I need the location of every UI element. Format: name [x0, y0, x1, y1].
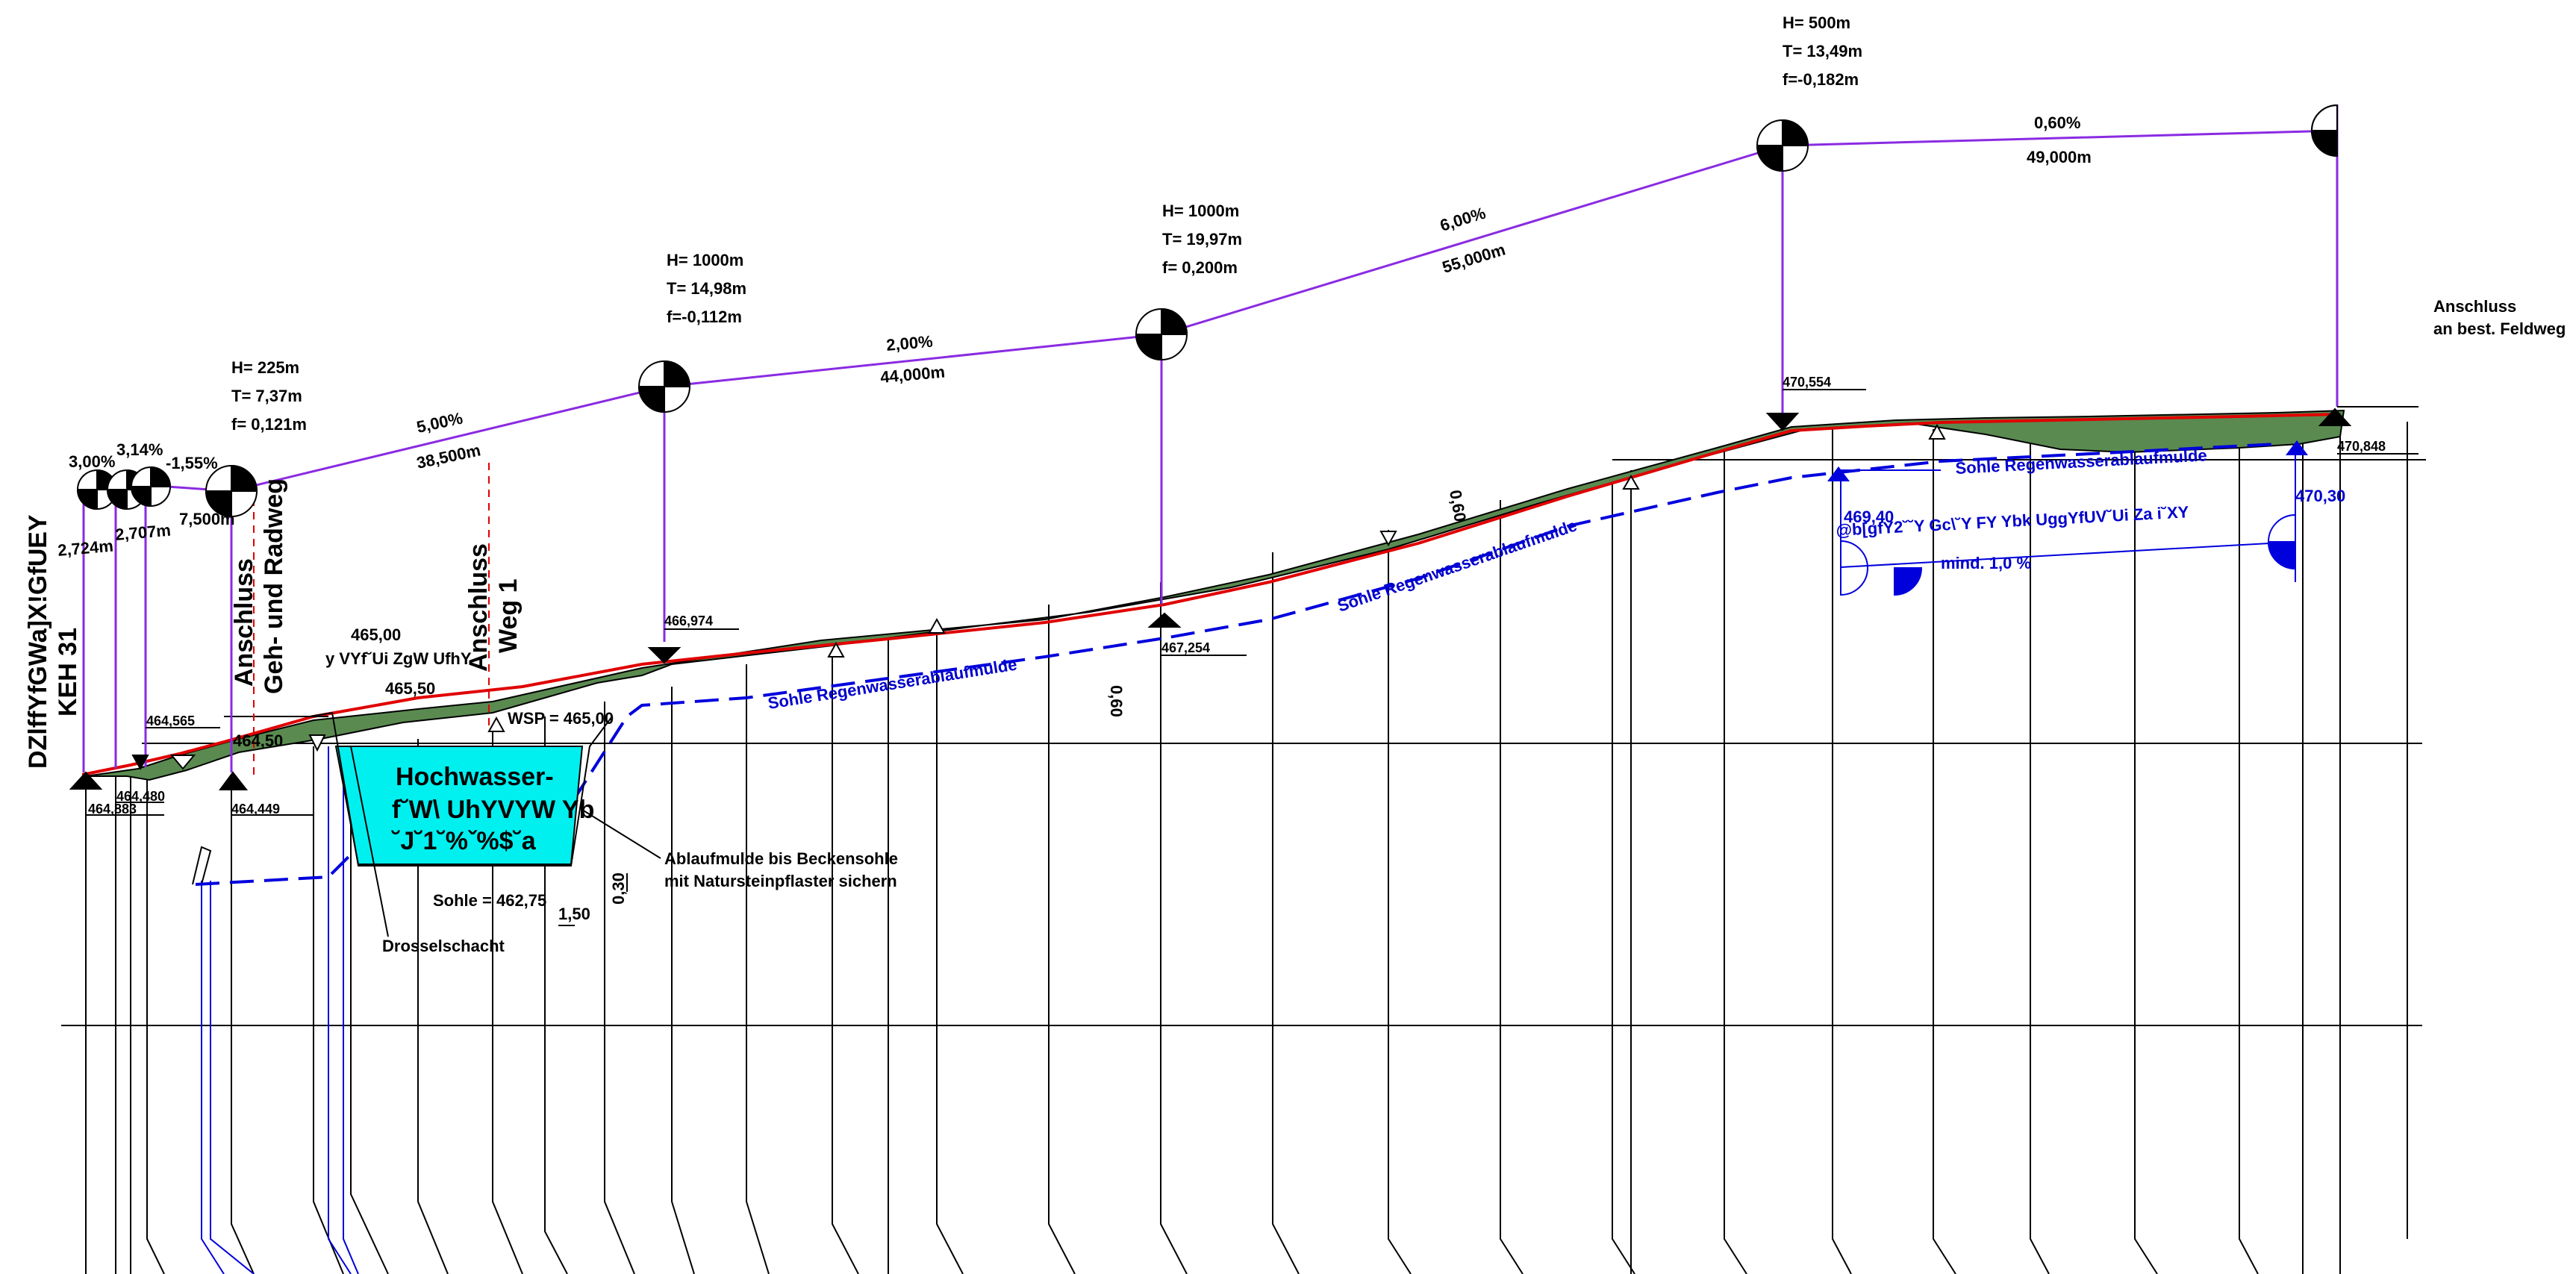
grade-1-pct: 3,00% [69, 452, 115, 471]
elev-464-480: 464,480 [116, 789, 165, 804]
grade-7-pct: 0,60% [2034, 113, 2080, 132]
curve-3-params: H= 1000m T= 19,97m f= 0,200m [1162, 202, 1242, 277]
left-title-line2: KEH 31 [54, 628, 82, 716]
grade-5-len: 44,000m [879, 363, 946, 387]
elev-470-848: 470,848 [2337, 439, 2386, 454]
grade-2-len: 2,707m [114, 521, 172, 544]
dim-060-a: 0,60 [1446, 489, 1470, 524]
basin-outline [224, 711, 613, 866]
elev-466-974: 466,974 [664, 613, 713, 628]
curve-1-f: f= 0,121m [231, 415, 307, 434]
elev-465-50: 465,50 [385, 679, 435, 698]
curve-1-params: H= 225m T= 7,37m f= 0,121m [231, 358, 307, 434]
left-title-line1: DZlffYfGWa]X!GfUEY [24, 514, 52, 769]
elevation-labels: 464,883 464,480 464,565 464,449 464,50 4… [88, 375, 2386, 816]
basin-line2: f˘W\ UhYVYW Yb [392, 796, 594, 824]
elev-464-449: 464,449 [231, 802, 280, 816]
elev-470-30: 470,30 [2295, 487, 2345, 505]
basin-line1: Hochwasser- [396, 763, 554, 791]
grade-1-len: 2,724m [57, 537, 114, 560]
elevation-markers [69, 408, 2352, 790]
grade-2-pct: 3,14% [116, 440, 163, 459]
blue-triangles [1827, 440, 2308, 481]
connection-right-line2: an best. Feldweg [2433, 319, 2566, 338]
basin-line3: ˘J˘1˘%ˇ%$˘a [391, 827, 537, 855]
basin-outlet-line2: mit Natursteinpflaster sichern [664, 872, 897, 890]
curve-3-f: f= 0,200m [1162, 258, 1238, 277]
sohle-label-a: Sohle Regenwasserablaufmulde [767, 655, 1018, 712]
curve-2-t: T= 14,98m [667, 279, 746, 298]
grade-4-pct: 5,00% [415, 408, 464, 436]
blue-note-line2: mind. 1,0 % [1941, 554, 2031, 572]
connection-left-line1: Anschluss [230, 558, 258, 687]
design-line [81, 413, 2341, 776]
grade-3-pct: -1,55% [166, 454, 218, 472]
curve-4-params: H= 500m T= 13,49m f=-0,182m [1783, 13, 1862, 89]
elev-470-554: 470,554 [1783, 375, 1831, 390]
curve-3-h: H= 1000m [1162, 202, 1239, 220]
basin-drossel: Drosselschacht [382, 937, 505, 955]
basin-sohle: Sohle = 462,75 [433, 891, 546, 910]
connection-left-label: Anschluss Geh- und Radweg [230, 478, 288, 694]
basin-labels: Hochwasser- f˘W\ UhYVYW Yb ˘J˘1˘%ˇ%$˘a W… [325, 649, 898, 955]
connection-weg1-label: Anschluss Weg 1 [464, 543, 523, 672]
curve-point-symbols [76, 104, 2338, 518]
pipe-lines [201, 746, 359, 1274]
grade-3-len: 7,500m [179, 510, 235, 528]
connection-weg1-line1: Anschluss [464, 543, 493, 672]
elev-469-40: 469,40 [1844, 508, 1894, 526]
basin-wsp: WSP = 465,00 [508, 709, 614, 728]
grade-labels: 3,00% 2,724m 3,14% 2,707m -1,55% 7,500m … [57, 113, 2092, 560]
pipe-outline [192, 846, 212, 885]
basin-dim-030: 0,30 [609, 872, 628, 905]
basin-leaders [350, 746, 661, 937]
connection-left-line2: Geh- und Radweg [260, 478, 288, 694]
elev-464-50: 464,50 [233, 731, 283, 750]
curve-1-h: H= 225m [231, 358, 299, 377]
basin-garbled: y VYf˘Ui ZgW UfhY [325, 649, 472, 668]
curve-4-h: H= 500m [1783, 13, 1850, 32]
curve-4-f: f=-0,182m [1783, 70, 1859, 89]
elev-465-00: 465,00 [351, 625, 401, 644]
connection-right-line1: Anschluss [2433, 297, 2516, 316]
curve-2-f: f=-0,112m [667, 307, 742, 326]
grade-7-len: 49,000m [2027, 148, 2092, 166]
grade-6-pct: 6,00% [1438, 204, 1488, 235]
curve-2-h: H= 1000m [667, 251, 743, 269]
elevation-leaders [86, 389, 2418, 816]
blue-symbols [1840, 448, 2296, 596]
design-line-dashed [1724, 429, 1792, 450]
elev-464-883: 464,883 [88, 802, 137, 816]
elev-464-565: 464,565 [146, 713, 195, 728]
left-title: DZlffYfGWa]X!GfUEY KEH 31 [24, 514, 82, 769]
dim-060-b: 0,60 [1107, 685, 1126, 717]
curve-3-t: T= 19,97m [1162, 230, 1242, 249]
curve-1-t: T= 7,37m [231, 387, 302, 405]
grade-5-pct: 2,00% [885, 332, 933, 355]
curve-4-t: T= 13,49m [1783, 42, 1862, 60]
basin-outlet-line1: Ablaufmulde bis Beckensohle [664, 849, 898, 868]
elev-467-254: 467,254 [1161, 640, 1210, 655]
connection-weg1-line2: Weg 1 [494, 578, 523, 653]
station-lines [85, 422, 2408, 1274]
basin-dim-150: 1,50 [558, 905, 590, 923]
curve-2-params: H= 1000m T= 14,98m f=-0,112m [667, 251, 746, 326]
